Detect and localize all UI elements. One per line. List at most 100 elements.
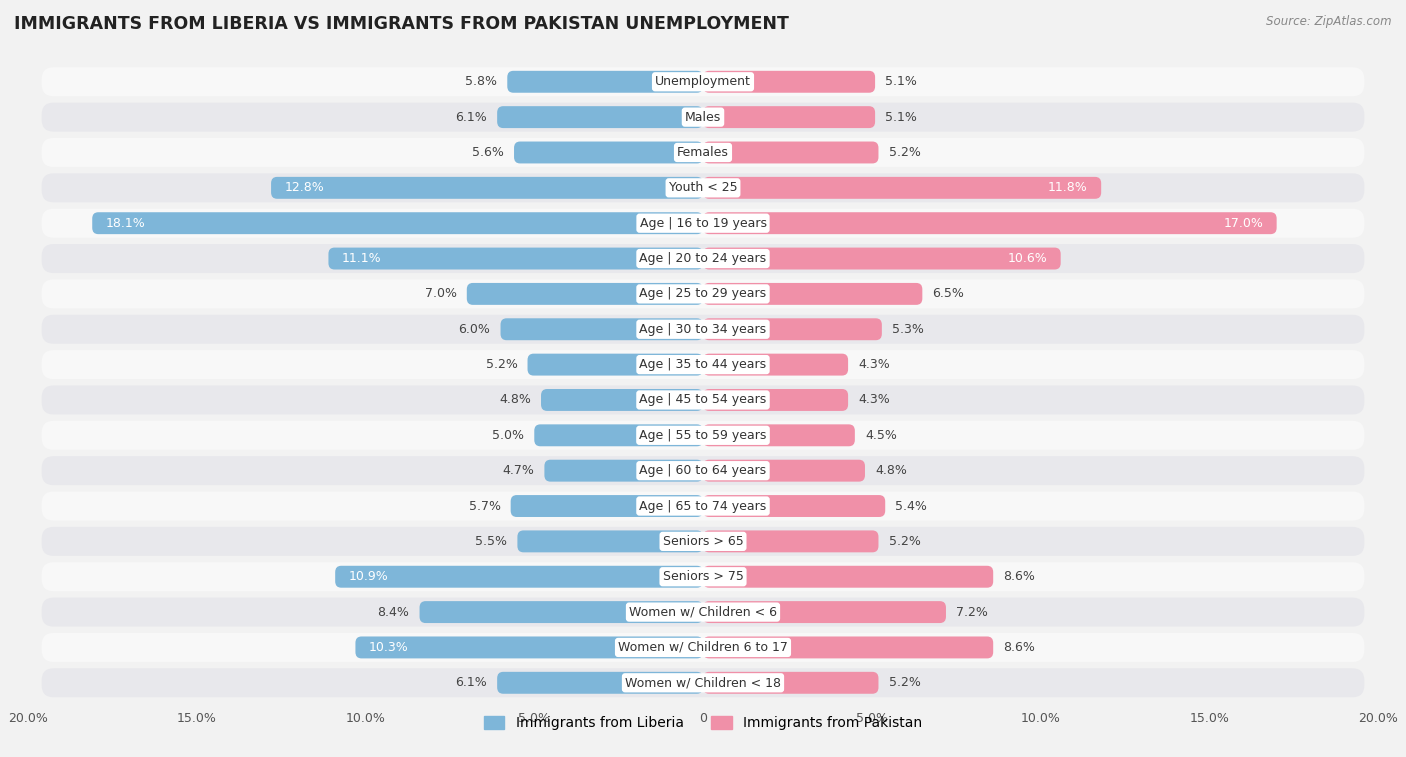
Text: 4.7%: 4.7%	[502, 464, 534, 477]
Text: 5.1%: 5.1%	[886, 111, 917, 123]
FancyBboxPatch shape	[335, 565, 703, 587]
Text: Women w/ Children < 18: Women w/ Children < 18	[626, 676, 780, 690]
FancyBboxPatch shape	[544, 459, 703, 481]
FancyBboxPatch shape	[703, 106, 875, 128]
FancyBboxPatch shape	[42, 67, 1364, 96]
FancyBboxPatch shape	[703, 248, 1060, 269]
FancyBboxPatch shape	[703, 459, 865, 481]
FancyBboxPatch shape	[42, 103, 1364, 132]
FancyBboxPatch shape	[329, 248, 703, 269]
Text: Women w/ Children < 6: Women w/ Children < 6	[628, 606, 778, 618]
Text: 8.4%: 8.4%	[378, 606, 409, 618]
FancyBboxPatch shape	[510, 495, 703, 517]
Text: 5.8%: 5.8%	[465, 75, 498, 89]
Text: 6.0%: 6.0%	[458, 322, 491, 336]
FancyBboxPatch shape	[42, 350, 1364, 379]
Text: 6.5%: 6.5%	[932, 288, 965, 301]
FancyBboxPatch shape	[42, 421, 1364, 450]
Text: 4.3%: 4.3%	[858, 358, 890, 371]
Text: 5.2%: 5.2%	[485, 358, 517, 371]
FancyBboxPatch shape	[356, 637, 703, 659]
FancyBboxPatch shape	[498, 672, 703, 693]
Text: 8.6%: 8.6%	[1004, 570, 1035, 583]
Text: 5.2%: 5.2%	[889, 146, 921, 159]
FancyBboxPatch shape	[42, 279, 1364, 308]
FancyBboxPatch shape	[703, 142, 879, 164]
FancyBboxPatch shape	[508, 71, 703, 93]
FancyBboxPatch shape	[42, 385, 1364, 415]
Text: 5.5%: 5.5%	[475, 535, 508, 548]
Text: Age | 35 to 44 years: Age | 35 to 44 years	[640, 358, 766, 371]
Text: Seniors > 65: Seniors > 65	[662, 535, 744, 548]
Text: Age | 45 to 54 years: Age | 45 to 54 years	[640, 394, 766, 407]
FancyBboxPatch shape	[703, 212, 1277, 234]
Text: Age | 30 to 34 years: Age | 30 to 34 years	[640, 322, 766, 336]
Text: 7.0%: 7.0%	[425, 288, 457, 301]
FancyBboxPatch shape	[703, 283, 922, 305]
FancyBboxPatch shape	[703, 318, 882, 340]
Text: 5.4%: 5.4%	[896, 500, 927, 512]
FancyBboxPatch shape	[93, 212, 703, 234]
FancyBboxPatch shape	[703, 425, 855, 447]
Text: 4.8%: 4.8%	[875, 464, 907, 477]
Text: 5.6%: 5.6%	[472, 146, 503, 159]
FancyBboxPatch shape	[42, 173, 1364, 202]
FancyBboxPatch shape	[42, 456, 1364, 485]
Text: Seniors > 75: Seniors > 75	[662, 570, 744, 583]
Text: 10.6%: 10.6%	[1008, 252, 1047, 265]
Text: 6.1%: 6.1%	[456, 111, 486, 123]
FancyBboxPatch shape	[703, 354, 848, 375]
FancyBboxPatch shape	[42, 209, 1364, 238]
FancyBboxPatch shape	[517, 531, 703, 553]
FancyBboxPatch shape	[703, 389, 848, 411]
Text: Age | 55 to 59 years: Age | 55 to 59 years	[640, 428, 766, 442]
FancyBboxPatch shape	[42, 527, 1364, 556]
Text: 5.2%: 5.2%	[889, 676, 921, 690]
Text: Women w/ Children 6 to 17: Women w/ Children 6 to 17	[619, 641, 787, 654]
FancyBboxPatch shape	[703, 637, 993, 659]
FancyBboxPatch shape	[703, 71, 875, 93]
Text: 7.2%: 7.2%	[956, 606, 988, 618]
FancyBboxPatch shape	[42, 597, 1364, 627]
Legend: Immigrants from Liberia, Immigrants from Pakistan: Immigrants from Liberia, Immigrants from…	[478, 711, 928, 736]
FancyBboxPatch shape	[42, 562, 1364, 591]
FancyBboxPatch shape	[467, 283, 703, 305]
FancyBboxPatch shape	[42, 491, 1364, 521]
FancyBboxPatch shape	[501, 318, 703, 340]
Text: 4.8%: 4.8%	[499, 394, 531, 407]
FancyBboxPatch shape	[703, 672, 879, 693]
FancyBboxPatch shape	[42, 244, 1364, 273]
Text: 4.3%: 4.3%	[858, 394, 890, 407]
FancyBboxPatch shape	[703, 565, 993, 587]
Text: Age | 65 to 74 years: Age | 65 to 74 years	[640, 500, 766, 512]
Text: 11.1%: 11.1%	[342, 252, 381, 265]
Text: 5.0%: 5.0%	[492, 428, 524, 442]
FancyBboxPatch shape	[534, 425, 703, 447]
Text: 5.7%: 5.7%	[468, 500, 501, 512]
Text: 6.1%: 6.1%	[456, 676, 486, 690]
Text: 12.8%: 12.8%	[284, 182, 325, 195]
Text: IMMIGRANTS FROM LIBERIA VS IMMIGRANTS FROM PAKISTAN UNEMPLOYMENT: IMMIGRANTS FROM LIBERIA VS IMMIGRANTS FR…	[14, 15, 789, 33]
FancyBboxPatch shape	[42, 138, 1364, 167]
Text: 5.3%: 5.3%	[891, 322, 924, 336]
Text: Males: Males	[685, 111, 721, 123]
Text: 10.9%: 10.9%	[349, 570, 388, 583]
Text: Age | 20 to 24 years: Age | 20 to 24 years	[640, 252, 766, 265]
FancyBboxPatch shape	[42, 668, 1364, 697]
Text: Age | 25 to 29 years: Age | 25 to 29 years	[640, 288, 766, 301]
Text: Females: Females	[678, 146, 728, 159]
Text: 5.2%: 5.2%	[889, 535, 921, 548]
FancyBboxPatch shape	[703, 601, 946, 623]
FancyBboxPatch shape	[703, 531, 879, 553]
FancyBboxPatch shape	[541, 389, 703, 411]
Text: 18.1%: 18.1%	[105, 217, 145, 229]
FancyBboxPatch shape	[527, 354, 703, 375]
FancyBboxPatch shape	[271, 177, 703, 199]
FancyBboxPatch shape	[42, 315, 1364, 344]
Text: 17.0%: 17.0%	[1223, 217, 1263, 229]
Text: Age | 16 to 19 years: Age | 16 to 19 years	[640, 217, 766, 229]
FancyBboxPatch shape	[419, 601, 703, 623]
Text: Age | 60 to 64 years: Age | 60 to 64 years	[640, 464, 766, 477]
Text: Unemployment: Unemployment	[655, 75, 751, 89]
Text: Source: ZipAtlas.com: Source: ZipAtlas.com	[1267, 15, 1392, 28]
